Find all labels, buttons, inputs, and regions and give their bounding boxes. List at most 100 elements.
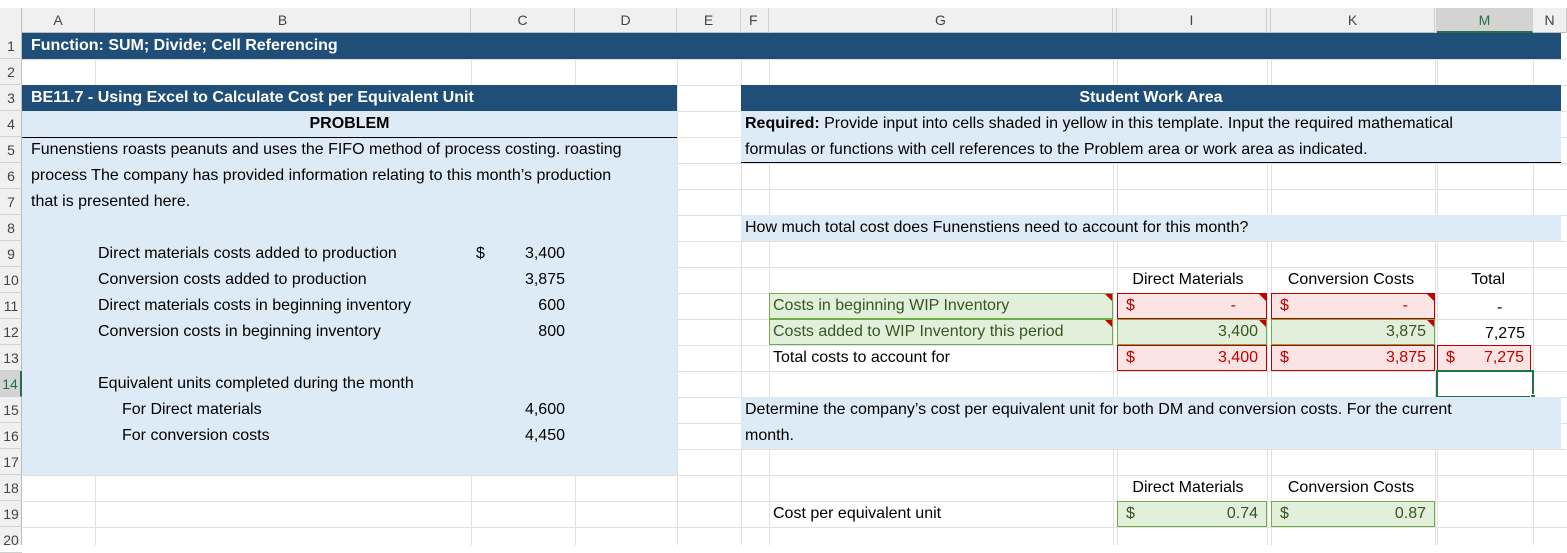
row-header-10[interactable]: 10 xyxy=(0,267,22,293)
comment-indicator[interactable] xyxy=(1259,320,1266,327)
equivalent-units-value[interactable]: 4,600 xyxy=(524,401,565,418)
required-box xyxy=(741,111,1561,163)
gridline xyxy=(22,241,1567,242)
question-2-line-1: Determine the company’s cost per equival… xyxy=(745,401,1452,418)
row-header-6[interactable]: 6 xyxy=(0,163,22,189)
comment-indicator[interactable] xyxy=(1427,320,1434,327)
problem-description-line-1: Funenstiens roasts peanuts and uses the … xyxy=(31,141,622,158)
cost-per-equivalent-unit-label: Cost per equivalent unit xyxy=(773,505,942,522)
currency-symbol: $ xyxy=(1280,349,1289,366)
column-header-n[interactable]: N xyxy=(1533,8,1567,33)
problem-area xyxy=(22,111,677,475)
row-header-2[interactable]: 2 xyxy=(0,59,22,85)
grand-total-cell[interactable]: $ 7,275 xyxy=(1437,345,1531,371)
column-header-l[interactable]: L xyxy=(1435,8,1437,33)
problem-subheader: PROBLEM xyxy=(22,111,677,138)
row-header-1[interactable]: 1 xyxy=(0,33,22,59)
problem-item-value[interactable]: 3,875 xyxy=(524,271,565,288)
problem-description-line-2: process The company has provided informa… xyxy=(31,167,612,184)
row-header-13[interactable]: 13 xyxy=(0,345,22,371)
gridline xyxy=(22,59,1567,60)
select-all-corner[interactable] xyxy=(0,8,22,33)
currency-symbol: $ xyxy=(1126,297,1135,314)
row-header-18[interactable]: 18 xyxy=(0,475,22,501)
column-label-direct-materials: Direct Materials xyxy=(1132,479,1244,496)
column-header-c[interactable]: C xyxy=(471,8,575,33)
currency-symbol: $ xyxy=(476,245,485,262)
row-header-19[interactable]: 19 xyxy=(0,501,22,527)
dm-added-cell[interactable]: 3,400 xyxy=(1117,319,1267,345)
problem-item-value[interactable]: 3,400 xyxy=(524,245,565,262)
row-header-4[interactable]: 4 xyxy=(0,111,22,137)
dm-cost-per-eu-value: 0.74 xyxy=(1226,505,1258,522)
work-area-header-bar[interactable] xyxy=(741,85,1561,111)
row-header-9[interactable]: 9 xyxy=(0,241,22,267)
selected-cell[interactable] xyxy=(1436,370,1534,398)
equivalent-units-value[interactable]: 4,450 xyxy=(524,427,565,444)
total-added-value[interactable]: 7,275 xyxy=(1484,325,1525,342)
row-header-20[interactable]: 20 xyxy=(0,527,22,553)
row-header-11[interactable]: 11 xyxy=(0,293,22,319)
row-header-8[interactable]: 8 xyxy=(0,215,22,241)
column-header-d[interactable]: D xyxy=(575,8,677,33)
title-bar[interactable] xyxy=(22,33,1561,59)
gridline xyxy=(677,33,678,545)
cc-cost-per-eu-cell[interactable]: $ 0.87 xyxy=(1271,501,1435,527)
dm-beginning-wip-cell[interactable]: $ - xyxy=(1117,293,1267,319)
row-header-15[interactable]: 15 xyxy=(0,397,22,423)
cc-beginning-wip-cell[interactable]: $ - xyxy=(1271,293,1435,319)
column-header-k[interactable]: K xyxy=(1271,8,1435,33)
required-text: Provide input into cells shaded in yello… xyxy=(819,115,1453,132)
gridline xyxy=(1271,33,1272,545)
gridline xyxy=(22,163,1567,164)
column-header-j[interactable]: J xyxy=(1267,8,1271,33)
problem-header-bar[interactable] xyxy=(22,85,677,111)
cc-beginning-wip-value: - xyxy=(1402,297,1408,314)
wip-row-label[interactable]: Costs in beginning WIP Inventory xyxy=(769,293,1113,319)
problem-item-label: Direct materials costs in beginning inve… xyxy=(98,297,412,314)
total-beginning-wip-value[interactable]: - xyxy=(1497,299,1503,316)
grand-total-value: 7,275 xyxy=(1483,349,1524,366)
column-header-m[interactable]: M xyxy=(1437,8,1533,33)
total-costs-label: Total costs to account for xyxy=(773,349,950,366)
comment-indicator[interactable] xyxy=(1259,294,1266,301)
currency-symbol: $ xyxy=(1126,349,1135,366)
column-header-a[interactable]: A xyxy=(22,8,95,33)
column-header-e[interactable]: E xyxy=(677,8,741,33)
gridline xyxy=(1437,33,1438,545)
comment-indicator[interactable] xyxy=(1105,320,1112,327)
cc-added-cell[interactable]: 3,875 xyxy=(1271,319,1435,345)
cc-total-cell[interactable]: $ 3,875 xyxy=(1271,345,1435,371)
comment-indicator[interactable] xyxy=(1427,294,1434,301)
row-header-3[interactable]: 3 xyxy=(0,85,22,111)
required-label: Required: xyxy=(745,115,820,132)
cc-added-value: 3,875 xyxy=(1385,323,1426,340)
row-header-7[interactable]: 7 xyxy=(0,189,22,215)
problem-header: BE11.7 - Using Excel to Calculate Cost p… xyxy=(31,89,474,106)
row-header-12[interactable]: 12 xyxy=(0,319,22,345)
problem-item-label: Conversion costs added to production xyxy=(98,271,367,288)
row-header-17[interactable]: 17 xyxy=(0,449,22,475)
wip-row-label[interactable]: Costs added to WIP Inventory this period xyxy=(769,319,1113,345)
required-line-1: Required: Provide input into cells shade… xyxy=(745,111,1453,137)
dm-cost-per-eu-cell[interactable]: $ 0.74 xyxy=(1117,501,1267,527)
column-header-i[interactable]: I xyxy=(1117,8,1267,33)
row-header-14[interactable]: 14 xyxy=(0,371,22,397)
column-header-f[interactable]: F xyxy=(741,8,769,33)
problem-item-value[interactable]: 800 xyxy=(538,323,565,340)
column-label-direct-materials: Direct Materials xyxy=(1132,271,1244,288)
work-area-header: Student Work Area xyxy=(1079,89,1223,106)
column-label-conversion-costs: Conversion Costs xyxy=(1287,479,1415,496)
column-label-total: Total xyxy=(1471,271,1505,288)
problem-item-value[interactable]: 600 xyxy=(538,297,565,314)
gridline xyxy=(1533,33,1534,545)
column-header-g[interactable]: G xyxy=(769,8,1113,33)
problem-item-label: Conversion costs in beginning inventory xyxy=(98,323,381,340)
gridline xyxy=(741,33,742,545)
column-header-h[interactable]: H xyxy=(1113,8,1117,33)
row-header-5[interactable]: 5 xyxy=(0,137,22,163)
dm-total-cell[interactable]: $ 3,400 xyxy=(1117,345,1267,371)
column-header-b[interactable]: B xyxy=(95,8,471,33)
row-header-16[interactable]: 16 xyxy=(0,423,22,449)
comment-indicator[interactable] xyxy=(1105,294,1112,301)
